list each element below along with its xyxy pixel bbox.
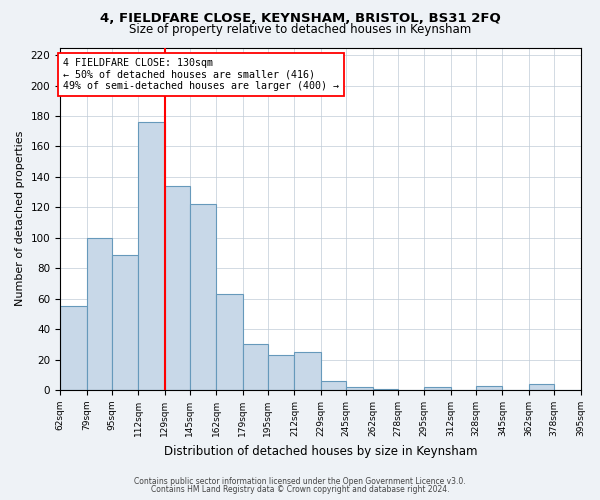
Bar	[112, 254, 138, 390]
Bar	[424, 387, 451, 390]
Bar	[476, 386, 502, 390]
Bar	[217, 294, 243, 390]
Bar	[373, 388, 398, 390]
Bar	[346, 387, 373, 390]
Bar	[243, 344, 268, 390]
Text: Size of property relative to detached houses in Keynsham: Size of property relative to detached ho…	[129, 22, 471, 36]
Text: Contains public sector information licensed under the Open Government Licence v3: Contains public sector information licen…	[134, 478, 466, 486]
Bar	[529, 384, 554, 390]
Text: 4, FIELDFARE CLOSE, KEYNSHAM, BRISTOL, BS31 2FQ: 4, FIELDFARE CLOSE, KEYNSHAM, BRISTOL, B…	[100, 12, 500, 24]
Bar	[60, 306, 86, 390]
Bar	[268, 355, 295, 390]
Bar	[86, 238, 112, 390]
X-axis label: Distribution of detached houses by size in Keynsham: Distribution of detached houses by size …	[164, 444, 477, 458]
Bar	[190, 204, 217, 390]
Text: 4 FIELDFARE CLOSE: 130sqm
← 50% of detached houses are smaller (416)
49% of semi: 4 FIELDFARE CLOSE: 130sqm ← 50% of detac…	[63, 58, 339, 92]
Bar	[295, 352, 321, 390]
Text: Contains HM Land Registry data © Crown copyright and database right 2024.: Contains HM Land Registry data © Crown c…	[151, 484, 449, 494]
Y-axis label: Number of detached properties: Number of detached properties	[15, 131, 25, 306]
Bar	[321, 381, 346, 390]
Bar	[165, 186, 190, 390]
Bar	[138, 122, 165, 390]
